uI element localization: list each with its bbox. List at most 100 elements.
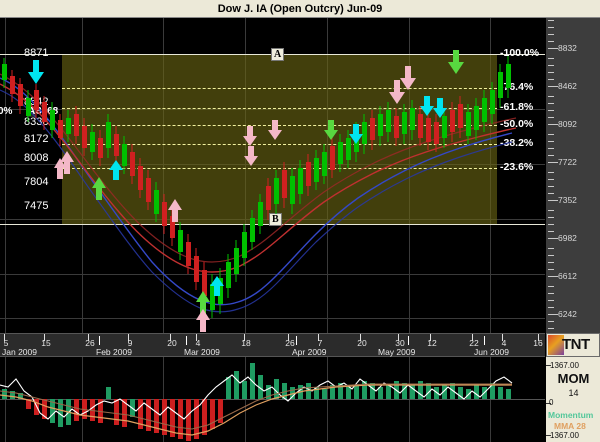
axis-tick: [548, 162, 558, 163]
candle-group-february-march: [138, 158, 295, 318]
moving-average-slow-line: [0, 77, 513, 306]
sell-arrow-down-icon: [244, 146, 258, 166]
buy-arrow-up-icon: [60, 151, 74, 174]
logo-text: TNT: [562, 336, 590, 353]
axis-tick: [548, 48, 558, 49]
axis-tick-label: 7352: [558, 195, 577, 205]
axis-tick-label: 8462: [558, 81, 577, 91]
buy-arrow-up-icon: [196, 309, 210, 332]
fibonacci-level-38: [62, 144, 497, 145]
fibonacci-anchor-badge-a: A: [27, 106, 37, 117]
axis-tick: [548, 124, 558, 125]
momentum-line: [0, 374, 513, 420]
window-title-bar: Dow J. IA (Open Outcry) Jun-09: [0, 0, 600, 18]
indicator-name: MOM: [557, 371, 590, 386]
axis-tick: [548, 238, 558, 239]
fibonacci-label-23: -23.6%: [500, 161, 534, 173]
sell-arrow-down-icon: [448, 50, 464, 74]
indicator-scale-top: 1367.00: [550, 361, 579, 370]
date-tick-label: 5: [3, 338, 9, 348]
axis-tick: [548, 200, 558, 201]
grid-line-vertical: [5, 18, 6, 333]
candlestick-series: [0, 50, 517, 332]
sell-arrow-down-icon: [243, 126, 257, 146]
anchor-badge-text: A: [27, 106, 37, 117]
price-axis-right[interactable]: 8832 8462 8092 7722 7352 6982 6612 6242: [545, 18, 600, 333]
date-month-label: Jan 2009: [2, 347, 37, 357]
fibonacci-anchor-b: B: [269, 213, 282, 226]
date-tick-label: 18: [241, 338, 251, 348]
buy-arrow-up-icon: [54, 158, 66, 179]
date-tick-label: 20: [357, 338, 367, 348]
indicator-period: 14: [568, 388, 579, 398]
fibonacci-label-62: -61.8%: [500, 101, 534, 113]
price-label-left: 8871: [24, 47, 49, 59]
axis-tick-label: 7722: [558, 157, 577, 167]
indicator-zero-line: [0, 399, 545, 400]
alert-arrow-down-icon: [349, 124, 363, 144]
fibonacci-level-50: [62, 125, 497, 126]
date-tick-label: 16: [533, 338, 543, 348]
tnt-logo[interactable]: TNT: [546, 333, 600, 357]
buy-arrow-up-icon: [92, 177, 106, 200]
fibonacci-anchor-a: A: [271, 48, 285, 61]
page-title: Dow J. IA (Open Outcry) Jun-09: [217, 2, 383, 15]
fibonacci-pct-badge: 0%: [0, 106, 13, 117]
fibonacci-label-38: -38.2%: [500, 137, 534, 149]
alert-arrow-up-icon: [109, 160, 123, 180]
axis-tick-label: 6242: [558, 309, 577, 319]
sell-arrow-down-icon: [389, 80, 405, 104]
fibonacci-label-50: -50.0%: [500, 118, 534, 130]
signal-arrow-group: [28, 50, 464, 332]
candle-group-april-june: [298, 56, 511, 204]
indicator-legend-panel[interactable]: 1367.00 MOM 14 0 Momentum MMA 28 1367.00: [545, 357, 600, 442]
alert-arrow-down-icon: [28, 60, 44, 84]
date-axis[interactable]: 5 Jan 2009 15 26 9 Feb 2009 20 4 Mar 200…: [0, 333, 545, 357]
price-label-left: 7804: [24, 176, 49, 188]
date-tick-label: 26: [285, 338, 295, 348]
buy-arrow-up-icon: [168, 199, 182, 222]
date-tick-label: 4: [195, 338, 201, 348]
axis-tick-label: 8092: [558, 119, 577, 129]
price-label-left: 8172: [24, 133, 49, 145]
moving-average-fast-line: [0, 83, 517, 273]
date-tick-label: 22: [469, 338, 479, 348]
price-label-left: 7475: [24, 200, 49, 212]
moving-average-slow-band: [0, 89, 513, 313]
logo-swoosh-icon: [548, 335, 564, 355]
sell-arrow-down-icon: [400, 66, 416, 90]
fibonacci-level-76: [62, 88, 497, 89]
momentum-histogram: [0, 363, 513, 441]
date-tick-label: 9: [127, 338, 133, 348]
date-tick-label: 20: [167, 338, 177, 348]
indicator-series-momentum: Momentum: [548, 410, 594, 420]
candle-group-january: [2, 58, 135, 184]
axis-tick-label: 6982: [558, 233, 577, 243]
date-month-label: Jun 2009: [474, 347, 509, 357]
indicator-series-mma: MMA 28: [554, 421, 586, 431]
grid-line-horizontal: [0, 318, 545, 319]
fibonacci-label-100: -100.0%: [500, 47, 540, 59]
date-tick-label: 7: [317, 338, 323, 348]
indicator-scale-bottom: 1367.00: [550, 431, 579, 440]
sell-arrow-down-icon: [268, 120, 282, 140]
sell-arrow-down-icon: [324, 120, 338, 140]
alert-arrow-down-icon: [420, 96, 434, 116]
grid-line-horizontal: [0, 274, 545, 275]
axis-tick: [548, 86, 558, 87]
date-month-label: Mar 2009: [184, 347, 220, 357]
histogram-bars: [2, 363, 511, 441]
momentum-indicator-pane[interactable]: [0, 357, 545, 442]
date-month-label: Feb 2009: [96, 347, 132, 357]
fibonacci-level-23: [62, 168, 497, 169]
price-chart-pane[interactable]: A B 8871 8542 8338 8172 8008 7804 7475 0…: [0, 18, 545, 333]
indicator-zero-label: 0: [549, 398, 554, 407]
date-tick-label: 4: [501, 338, 507, 348]
price-label-left: 8008: [24, 152, 49, 164]
mma-line-secondary: [0, 383, 512, 430]
alert-arrow-down-icon: [433, 98, 447, 118]
alert-arrow-up-icon: [210, 276, 224, 296]
axis-tick: [548, 276, 558, 277]
fibonacci-level-62: [62, 108, 497, 109]
